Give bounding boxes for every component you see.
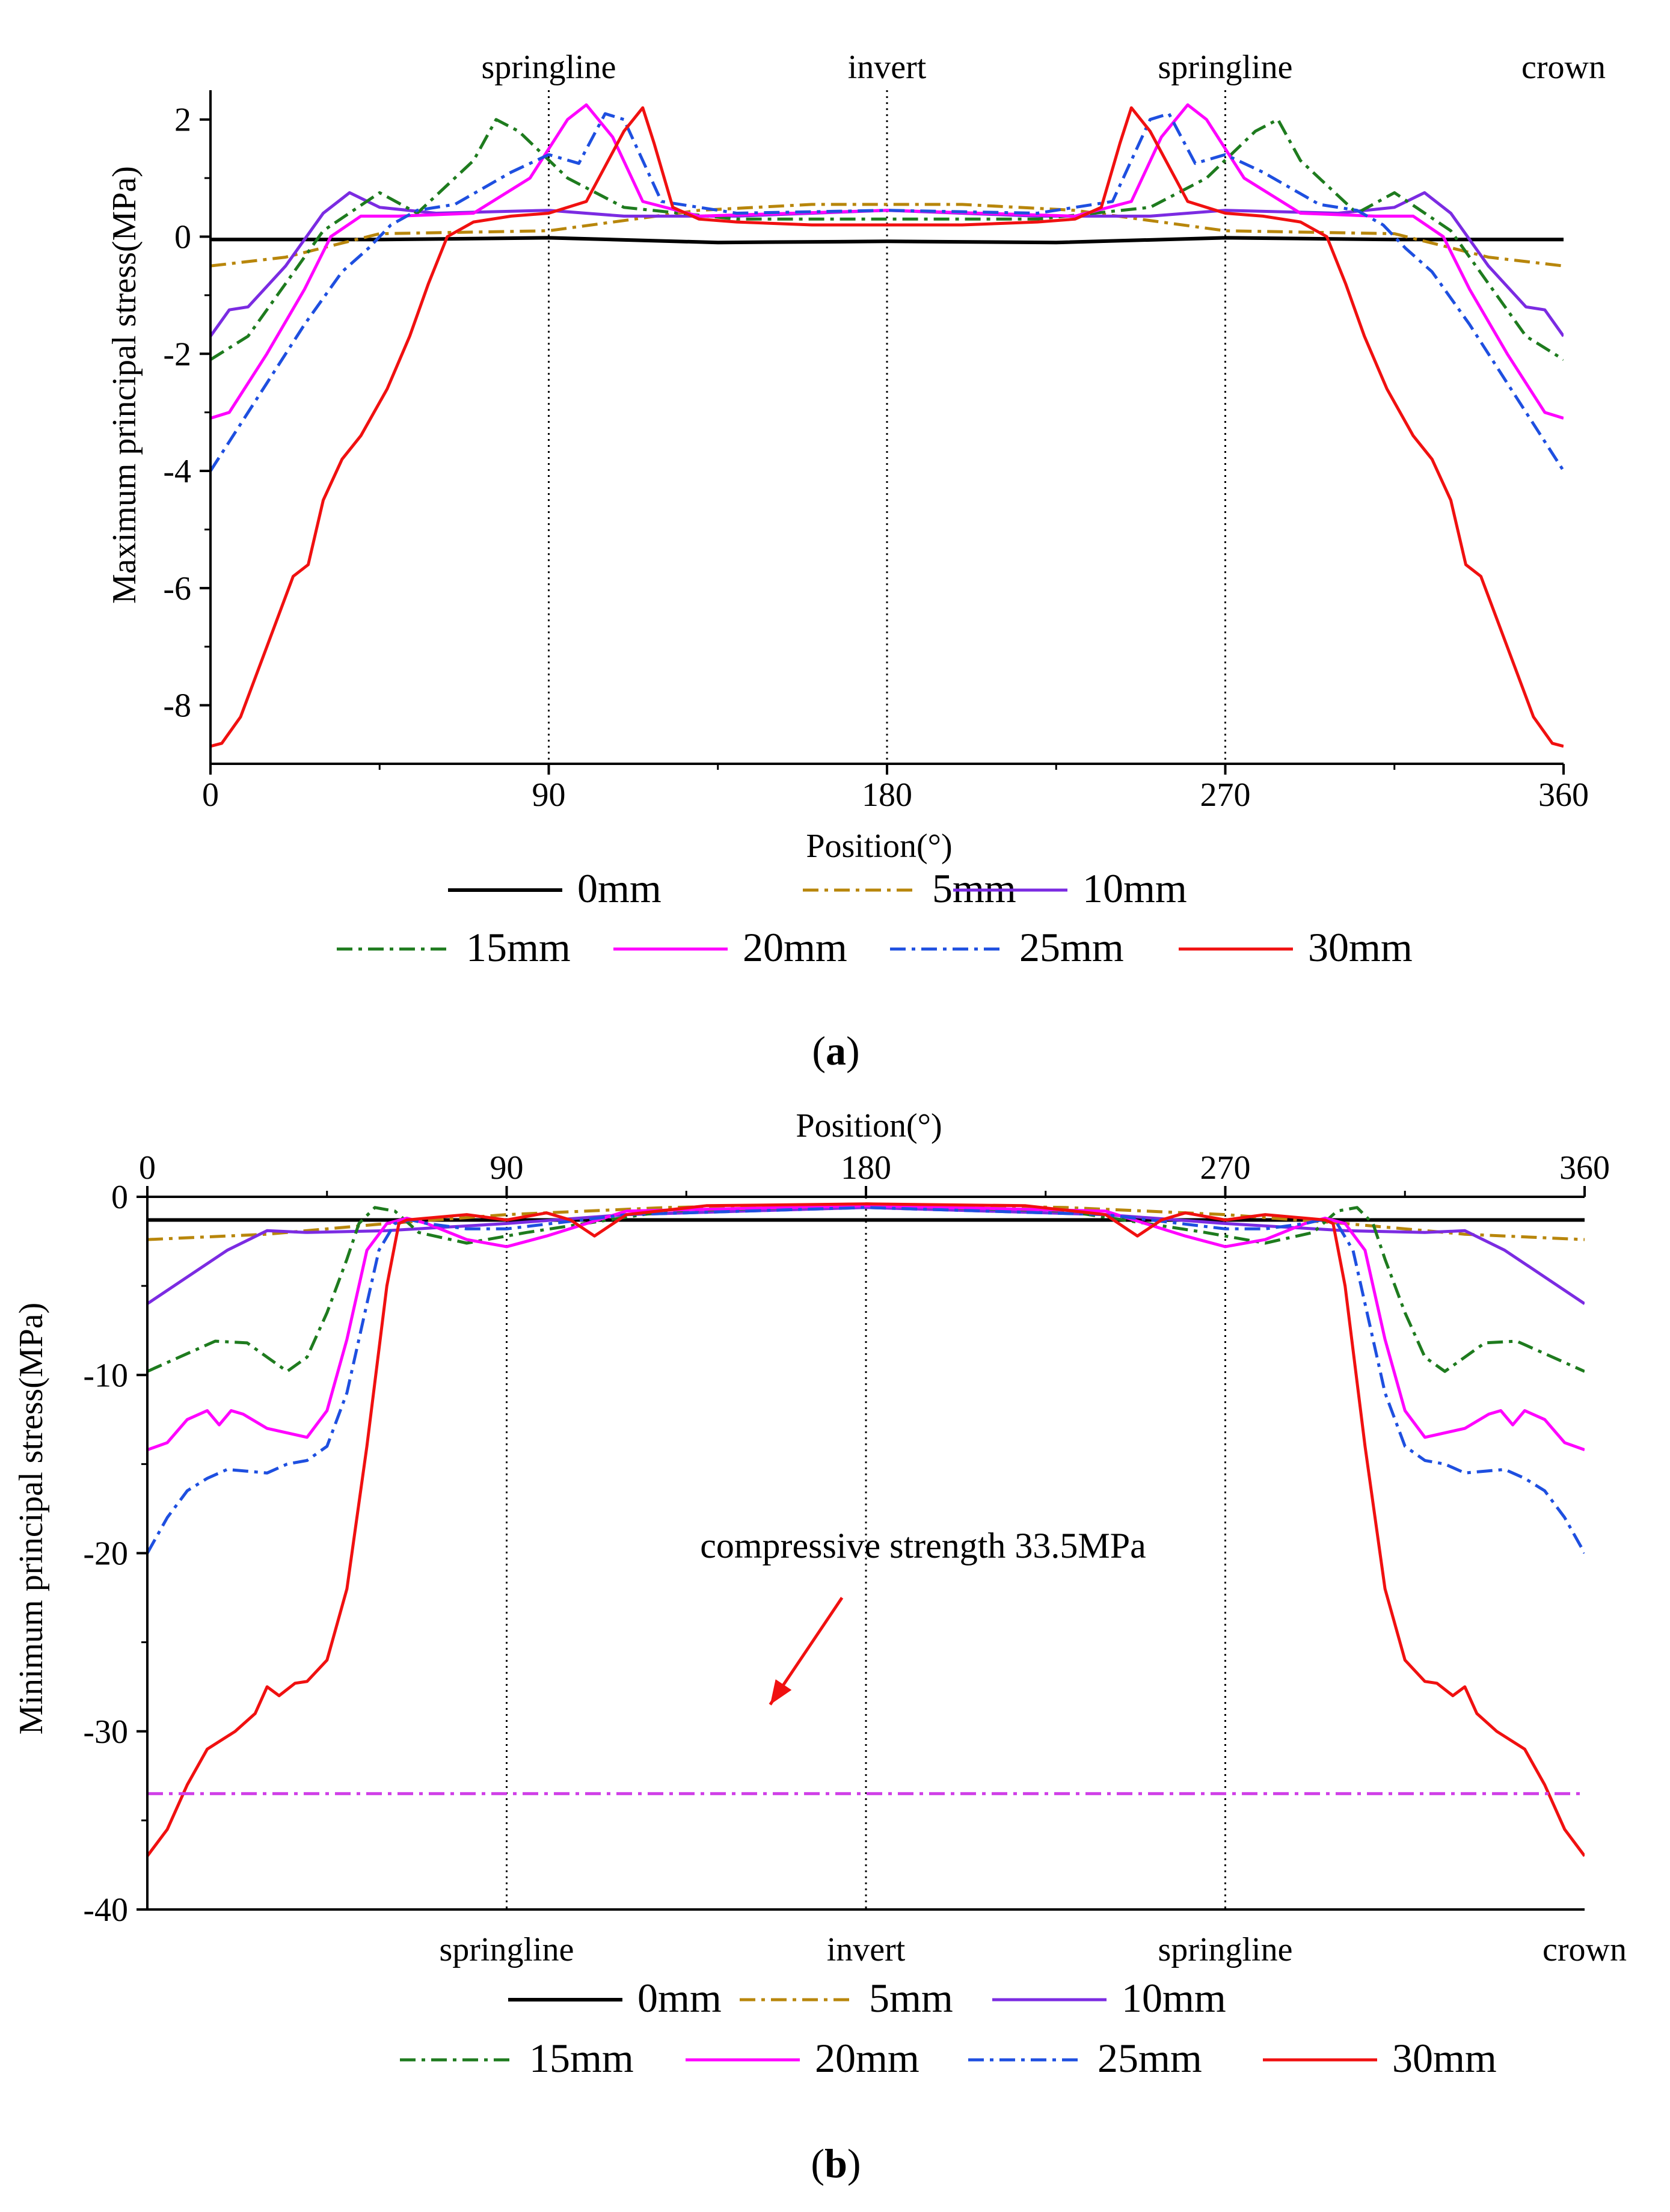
panel-b-y-axis-title: Minimum principal stress(MPa) xyxy=(13,1303,50,1735)
panel-a-legend-label-30mm: 30mm xyxy=(1308,924,1413,970)
panel-a-x-axis-title: Position(°) xyxy=(806,828,952,865)
panel-b-legend-label-25mm: 25mm xyxy=(1097,2035,1202,2081)
panel-b-legend-label-0mm: 0mm xyxy=(637,1975,722,2021)
panel-a-max-principal-stress: Maximum principal stress(MPa) Position(°… xyxy=(106,49,1606,1074)
panel-a-reference-label-3: crown xyxy=(1521,49,1606,86)
panel-a-y-tick-label: -6 xyxy=(163,570,191,607)
panel-b-x-tick-label: 270 xyxy=(1200,1149,1251,1187)
panel-b-legend-label-5mm: 5mm xyxy=(869,1975,953,2021)
panel-b-annotation: compressive strength 33.5MPa xyxy=(700,1526,1146,1565)
panel-b-reference-label-2: springline xyxy=(1158,1931,1293,1968)
panel-a-legend-label-15mm: 15mm xyxy=(466,924,571,970)
panel-a-legend-label-25mm: 25mm xyxy=(1019,924,1124,970)
panel-a-x-tick-label: 360 xyxy=(1538,776,1589,814)
panel-a-legend-label-0mm: 0mm xyxy=(577,865,662,911)
panel-b-legend-label-10mm: 10mm xyxy=(1122,1975,1226,2021)
panel-a-series-20mm xyxy=(210,103,1564,420)
panel-b-legend: 0mm 5mm 10mm 15mm 20mm 25mm 30mm xyxy=(400,1975,1497,2081)
panel-b-min-principal-stress: Minimum principal stress(MPa) Position(°… xyxy=(13,1107,1627,2186)
panel-b-legend-label-15mm: 15mm xyxy=(529,2035,634,2081)
panel-b-y-tick-label: -10 xyxy=(83,1357,128,1394)
panel-b-y-tick-label: 0 xyxy=(111,1179,128,1216)
panel-a-y-axis-title: Maximum principal stress(MPa) xyxy=(106,166,143,604)
panel-b-y-tick-label: -30 xyxy=(83,1713,128,1751)
panel-b-series-25mm xyxy=(147,1206,1585,1554)
panel-b-x-tick-label: 0 xyxy=(139,1149,156,1187)
panel-b-legend-label-20mm: 20mm xyxy=(815,2035,919,2081)
panel-b-caption: (b) xyxy=(811,2140,861,2186)
panel-b-x-tick-label: 90 xyxy=(490,1149,524,1187)
panel-b-reference-label-0: springline xyxy=(440,1931,574,1968)
panel-a-y-tick-label: -8 xyxy=(163,687,191,725)
panel-a-y-tick-label: 0 xyxy=(174,218,191,256)
panel-a-series-0mm xyxy=(210,236,1564,245)
panel-b-series-10mm xyxy=(147,1206,1585,1305)
panel-a-series-25mm xyxy=(210,112,1564,472)
panel-a-y-tick-label: -2 xyxy=(163,336,191,373)
panel-b-x-tick-label: 180 xyxy=(841,1149,891,1187)
panel-a-y-tick-label: 2 xyxy=(174,102,191,139)
panel-a-x-tick-label: 90 xyxy=(532,776,566,814)
panel-a-reference-label-2: springline xyxy=(1158,49,1293,86)
panel-a-x-tick-label: 0 xyxy=(202,776,219,814)
panel-a-legend-label-5mm: 5mm xyxy=(932,865,1016,911)
panel-a-x-tick-label: 270 xyxy=(1200,776,1251,814)
panel-b-annotation-arrowhead xyxy=(770,1679,792,1705)
panel-b-series-20mm xyxy=(147,1204,1585,1452)
panel-a-reference-label-1: invert xyxy=(848,49,927,86)
panel-a-x-tick-label: 180 xyxy=(862,776,912,814)
panel-a-series-5mm xyxy=(210,203,1564,268)
panel-a-y-tick-label: -4 xyxy=(163,453,191,490)
panel-b-y-tick-label: -40 xyxy=(83,1891,128,1929)
panel-b-x-tick-label: 360 xyxy=(1559,1149,1610,1187)
panel-b-series-30mm xyxy=(147,1202,1585,1857)
panel-b-y-tick-label: -20 xyxy=(83,1535,128,1573)
panel-a-reference-label-0: springline xyxy=(482,49,616,86)
panel-a-legend-label-10mm: 10mm xyxy=(1082,865,1187,911)
panel-b-legend-label-30mm: 30mm xyxy=(1392,2035,1497,2081)
panel-a-series-15mm xyxy=(210,118,1564,361)
panel-b-reference-label-1: invert xyxy=(827,1931,906,1968)
panel-a-legend: 0mm 5mm 10mm 15mm 20mm 25mm 30mm xyxy=(337,865,1413,970)
panel-a-legend-label-20mm: 20mm xyxy=(743,924,847,970)
panel-a-caption: (a) xyxy=(812,1028,859,1074)
panel-a-series-30mm xyxy=(210,106,1564,748)
panel-b-x-axis-title: Position(°) xyxy=(796,1107,942,1144)
panel-b-reference-label-3: crown xyxy=(1543,1931,1627,1968)
